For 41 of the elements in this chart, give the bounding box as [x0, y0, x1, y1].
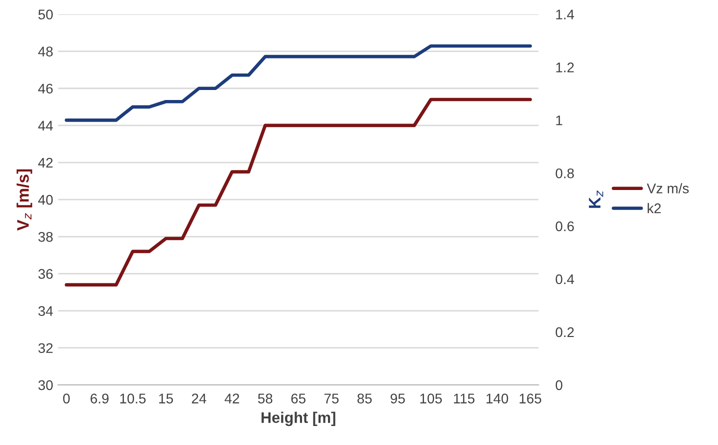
x-tick-label: 15 — [159, 394, 173, 404]
y-tick-label: 34 — [38, 306, 53, 316]
y-axis-title: V$_{z}$ [m/s] — [16, 169, 32, 231]
y2-tick-label: 0.2 — [556, 327, 574, 338]
y2-tick-label: 1 — [556, 116, 562, 126]
y-tick-label: 42 — [38, 158, 53, 168]
y2-axis-title: K$_{z}$ — [588, 190, 604, 208]
y-tick-label: 46 — [38, 84, 53, 94]
y-tick-label: 48 — [38, 46, 53, 56]
x-tick-label: 58 — [258, 394, 272, 404]
y-tick-label: 50 — [38, 10, 53, 20]
y2-tick-label: 0.8 — [556, 168, 574, 178]
y-tick-label: 36 — [38, 269, 53, 279]
y2-tick-label: 0.6 — [556, 221, 574, 232]
x-tick-label: 85 — [357, 394, 372, 404]
y2-tick-label: 1.4 — [556, 10, 574, 20]
legend-label: k2 — [648, 203, 661, 214]
x-axis-title: Height [m] — [262, 412, 336, 426]
x-tick-label: 165 — [520, 394, 542, 404]
x-tick-label: 140 — [486, 394, 508, 404]
legend-label: Vz m/s — [646, 183, 689, 194]
y-tick-label: 32 — [38, 343, 53, 354]
y-tick-label: 40 — [38, 194, 53, 205]
x-tick-label: 6.9 — [90, 394, 109, 404]
x-tick-label: 75 — [324, 394, 339, 404]
x-tick-label: 95 — [390, 394, 405, 404]
y2-tick-label: 0.4 — [556, 274, 574, 284]
y-tick-label: 30 — [38, 380, 53, 390]
x-tick-label: 105 — [420, 394, 442, 404]
y-tick-label: 38 — [38, 232, 53, 242]
y2-tick-label: 0 — [556, 380, 562, 390]
line-series — [64, 44, 532, 122]
y-tick-label: 44 — [38, 120, 53, 130]
x-tick-label: 115 — [454, 394, 474, 404]
x-tick-label: 24 — [192, 394, 206, 404]
x-tick-label: 65 — [291, 394, 306, 404]
x-tick-label: 10.5 — [120, 394, 146, 404]
x-tick-label: 42 — [224, 394, 240, 404]
y2-tick-label: 1.2 — [556, 62, 574, 72]
line-series — [64, 98, 532, 287]
x-tick-label: 0 — [63, 394, 70, 404]
